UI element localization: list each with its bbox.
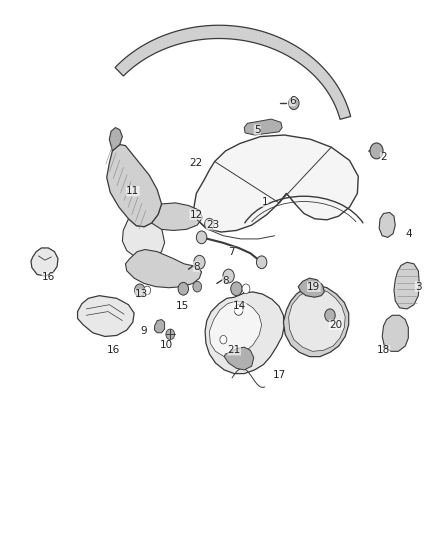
Text: 22: 22	[190, 158, 203, 168]
Polygon shape	[379, 213, 395, 237]
Polygon shape	[110, 127, 122, 151]
Circle shape	[289, 97, 299, 110]
Text: 3: 3	[415, 281, 422, 292]
Text: 8: 8	[222, 276, 229, 286]
Circle shape	[242, 284, 250, 294]
Text: 12: 12	[190, 209, 203, 220]
Polygon shape	[115, 25, 351, 119]
Polygon shape	[31, 248, 58, 276]
Text: 13: 13	[135, 289, 148, 299]
Circle shape	[166, 329, 175, 340]
Text: 10: 10	[159, 340, 173, 350]
Polygon shape	[298, 278, 324, 297]
Circle shape	[325, 309, 335, 321]
Polygon shape	[125, 249, 201, 288]
Polygon shape	[78, 296, 134, 336]
Polygon shape	[107, 144, 162, 227]
Circle shape	[234, 305, 243, 316]
Polygon shape	[152, 203, 202, 230]
Text: 2: 2	[380, 152, 387, 162]
Circle shape	[231, 282, 242, 296]
Text: 5: 5	[254, 125, 261, 135]
Text: 6: 6	[289, 96, 295, 106]
Text: 4: 4	[405, 229, 412, 239]
Polygon shape	[283, 285, 349, 357]
Text: 16: 16	[42, 272, 55, 282]
Text: 8: 8	[193, 262, 200, 271]
Polygon shape	[155, 319, 165, 333]
Polygon shape	[394, 262, 419, 309]
Polygon shape	[289, 289, 345, 351]
Circle shape	[196, 231, 207, 244]
Circle shape	[194, 255, 205, 269]
Circle shape	[223, 269, 234, 283]
Polygon shape	[244, 119, 282, 135]
Text: 18: 18	[377, 345, 390, 356]
Polygon shape	[205, 292, 284, 374]
Polygon shape	[382, 316, 408, 351]
Circle shape	[220, 335, 227, 344]
Text: 11: 11	[126, 186, 139, 196]
Circle shape	[144, 286, 151, 295]
Polygon shape	[194, 135, 358, 232]
Text: 9: 9	[141, 326, 148, 336]
Text: 15: 15	[175, 301, 189, 311]
Circle shape	[256, 256, 267, 269]
Circle shape	[178, 282, 188, 295]
Text: 1: 1	[261, 197, 268, 207]
Text: 14: 14	[233, 301, 247, 311]
Text: 20: 20	[329, 320, 342, 330]
Circle shape	[193, 281, 201, 292]
Text: 19: 19	[307, 281, 321, 292]
Circle shape	[205, 218, 214, 230]
Text: 17: 17	[272, 370, 286, 380]
Text: 23: 23	[206, 220, 219, 230]
Circle shape	[134, 284, 145, 297]
Polygon shape	[122, 215, 165, 260]
Polygon shape	[209, 301, 261, 357]
Text: 16: 16	[107, 345, 120, 356]
Circle shape	[370, 143, 383, 159]
Polygon shape	[224, 347, 254, 370]
Text: 21: 21	[228, 345, 241, 356]
Text: 7: 7	[228, 247, 234, 257]
